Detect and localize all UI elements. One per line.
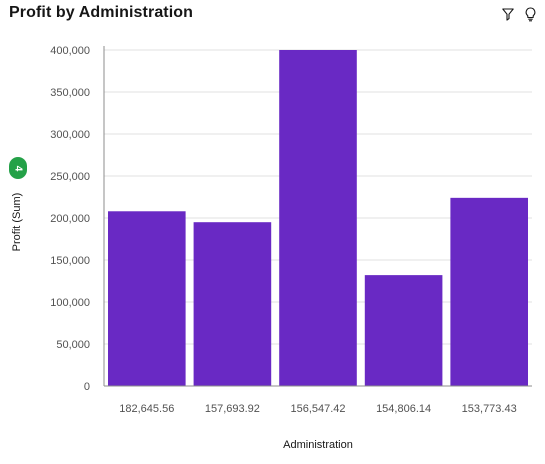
- y-tick-label: 250,000: [50, 171, 90, 183]
- x-tick-labels: 182,645.56 157,693.92 156,547.42 154,806.14…: [119, 403, 516, 415]
- y-tick-label: 150,000: [50, 255, 90, 267]
- y-tick-label: 350,000: [50, 87, 90, 99]
- bar: [364, 275, 443, 386]
- y-tick-label: 400,000: [50, 45, 90, 57]
- lightbulb-icon[interactable]: [523, 6, 537, 22]
- y-tick-label: 50,000: [56, 339, 90, 351]
- bar: [108, 211, 186, 386]
- chart-toolbar: [501, 6, 537, 22]
- bars: [108, 50, 528, 386]
- chart-title: Profit by Administration: [9, 4, 194, 21]
- x-tick-label: 153,773.43: [462, 403, 517, 415]
- x-tick-label: 182,645.56: [119, 403, 174, 415]
- bar: [279, 50, 357, 386]
- y-axis-title: Profit (Sum): [11, 193, 23, 252]
- y-tick-label: 200,000: [50, 213, 90, 225]
- bar: [193, 222, 272, 386]
- y-tick-labels: 0 50,000 100,000 150,000 200,000 250,000 300,0…: [50, 45, 90, 393]
- y-tick-label: 0: [84, 381, 90, 393]
- y-tick-label: 300,000: [50, 129, 90, 141]
- filter-count-badge[interactable]: 4: [9, 157, 27, 179]
- bar: [450, 197, 528, 386]
- x-tick-label: 156,547.42: [290, 403, 345, 415]
- x-tick-label: 154,806.14: [376, 403, 431, 415]
- filter-icon[interactable]: [501, 6, 515, 22]
- y-tick-label: 100,000: [50, 297, 90, 309]
- x-axis-title: Administration: [283, 439, 353, 451]
- axes: [103, 46, 532, 387]
- x-tick-label: 157,693.92: [205, 403, 260, 415]
